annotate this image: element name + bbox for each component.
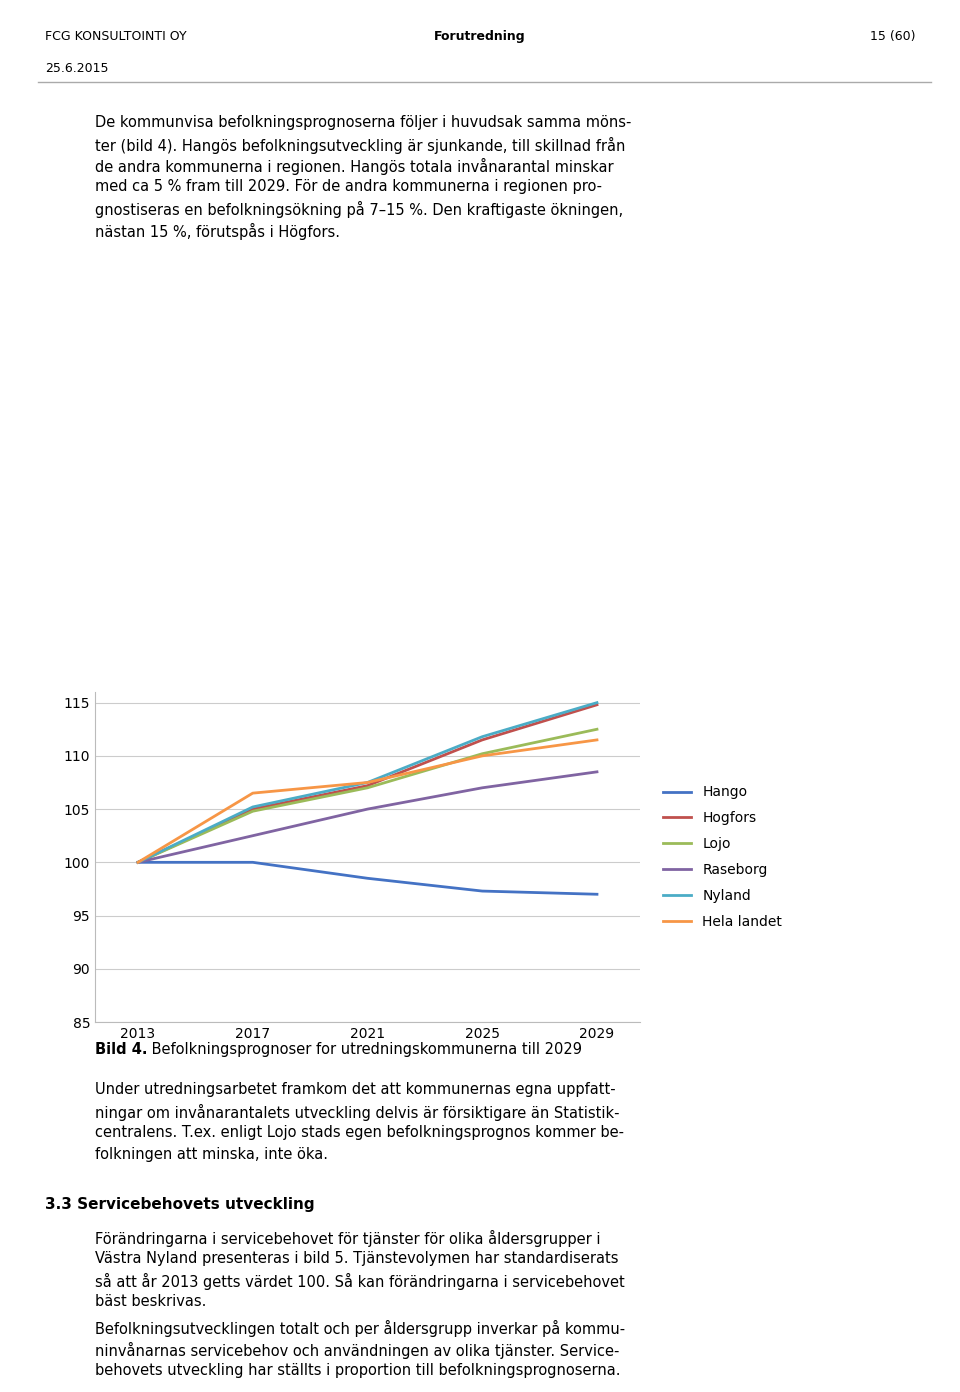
Hogfors [591, 696, 603, 713]
Text: bäst beskrivas.: bäst beskrivas. [95, 1295, 206, 1310]
Text: behovets utveckling har ställts i proportion till befolkningsprognoserna.: behovets utveckling har ställts i propor… [95, 1363, 620, 1378]
Raseborg [476, 780, 488, 796]
Text: Under utredningsarbetet framkom det att kommunernas egna uppfatt-: Under utredningsarbetet framkom det att … [95, 1082, 615, 1097]
Text: 15 (60): 15 (60) [870, 31, 915, 43]
Hango [247, 853, 258, 870]
Hela landet [362, 774, 373, 791]
Text: ter (bild 4). Hangös befolkningsutveckling är sjunkande, till skillnad från: ter (bild 4). Hangös befolkningsutveckli… [95, 136, 625, 153]
Line: Hango: Hango [138, 862, 597, 894]
Lojo [476, 745, 488, 761]
Lojo [247, 803, 258, 820]
Hogfors [362, 777, 373, 793]
Line: Lojo: Lojo [138, 729, 597, 862]
Raseborg [362, 800, 373, 817]
Text: de andra kommunerna i regionen. Hangös totala invånarantal minskar: de andra kommunerna i regionen. Hangös t… [95, 159, 613, 175]
Line: Nyland: Nyland [138, 703, 597, 862]
Hogfors [476, 732, 488, 749]
Hango [362, 870, 373, 887]
Legend: Hango, Hogfors, Lojo, Raseborg, Nyland, Hela landet: Hango, Hogfors, Lojo, Raseborg, Nyland, … [658, 780, 788, 934]
Line: Hogfors: Hogfors [138, 704, 597, 862]
Text: gnostiseras en befolkningsökning på 7–15 %. Den kraftigaste ökningen,: gnostiseras en befolkningsökning på 7–15… [95, 200, 623, 219]
Nyland [362, 774, 373, 791]
Nyland [476, 728, 488, 745]
Text: nästan 15 %, förutspås i Högfors.: nästan 15 %, förutspås i Högfors. [95, 223, 340, 239]
Text: 3.3 Servicebehovets utveckling: 3.3 Servicebehovets utveckling [45, 1197, 315, 1212]
Hogfors [132, 853, 144, 870]
Lojo [362, 780, 373, 796]
Hela landet [132, 853, 144, 870]
Nyland [591, 695, 603, 711]
Hela landet [247, 785, 258, 802]
Raseborg [591, 763, 603, 780]
Text: Befolkningsprognoser for utredningskommunerna till 2029: Befolkningsprognoser for utredningskommu… [147, 1043, 582, 1057]
Lojo [132, 853, 144, 870]
Hango [132, 853, 144, 870]
Raseborg [247, 827, 258, 844]
Text: FCG KONSULTOINTI OY: FCG KONSULTOINTI OY [45, 31, 186, 43]
Text: centralens. T.ex. enligt Lojo stads egen befolkningsprognos kommer be-: centralens. T.ex. enligt Lojo stads egen… [95, 1125, 624, 1140]
Text: 25.6.2015: 25.6.2015 [45, 63, 108, 75]
Text: Västra Nyland presenteras i bild 5. Tjänstevolymen har standardiserats: Västra Nyland presenteras i bild 5. Tjän… [95, 1251, 618, 1267]
Hela landet [476, 748, 488, 764]
Raseborg [132, 853, 144, 870]
Text: Förändringarna i servicebehovet för tjänster för olika åldersgrupper i: Förändringarna i servicebehovet för tjän… [95, 1231, 601, 1247]
Hango [476, 883, 488, 899]
Hogfors [247, 800, 258, 817]
Text: folkningen att minska, inte öka.: folkningen att minska, inte öka. [95, 1147, 328, 1161]
Text: ningar om invånarantalets utveckling delvis är försiktigare än Statistik-: ningar om invånarantalets utveckling del… [95, 1104, 619, 1121]
Text: Befolkningsutvecklingen totalt och per åldersgrupp inverkar på kommu-: Befolkningsutvecklingen totalt och per å… [95, 1320, 625, 1336]
Lojo [591, 721, 603, 738]
Nyland [132, 853, 144, 870]
Text: ninvånarnas servicebehov och användningen av olika tjänster. Service-: ninvånarnas servicebehov och användninge… [95, 1342, 619, 1359]
Text: Bild 4.: Bild 4. [95, 1043, 148, 1057]
Text: De kommunvisa befolkningsprognoserna följer i huvudsak samma möns-: De kommunvisa befolkningsprognoserna föl… [95, 116, 632, 129]
Hela landet [591, 732, 603, 749]
Hango [591, 885, 603, 902]
Text: Forutredning: Forutredning [434, 31, 526, 43]
Line: Hela landet: Hela landet [138, 741, 597, 862]
Nyland [247, 799, 258, 816]
Text: så att år 2013 getts värdet 100. Så kan förändringarna i servicebehovet: så att år 2013 getts värdet 100. Så kan … [95, 1274, 625, 1290]
Text: med ca 5 % fram till 2029. För de andra kommunerna i regionen pro-: med ca 5 % fram till 2029. För de andra … [95, 180, 602, 195]
Line: Raseborg: Raseborg [138, 771, 597, 862]
